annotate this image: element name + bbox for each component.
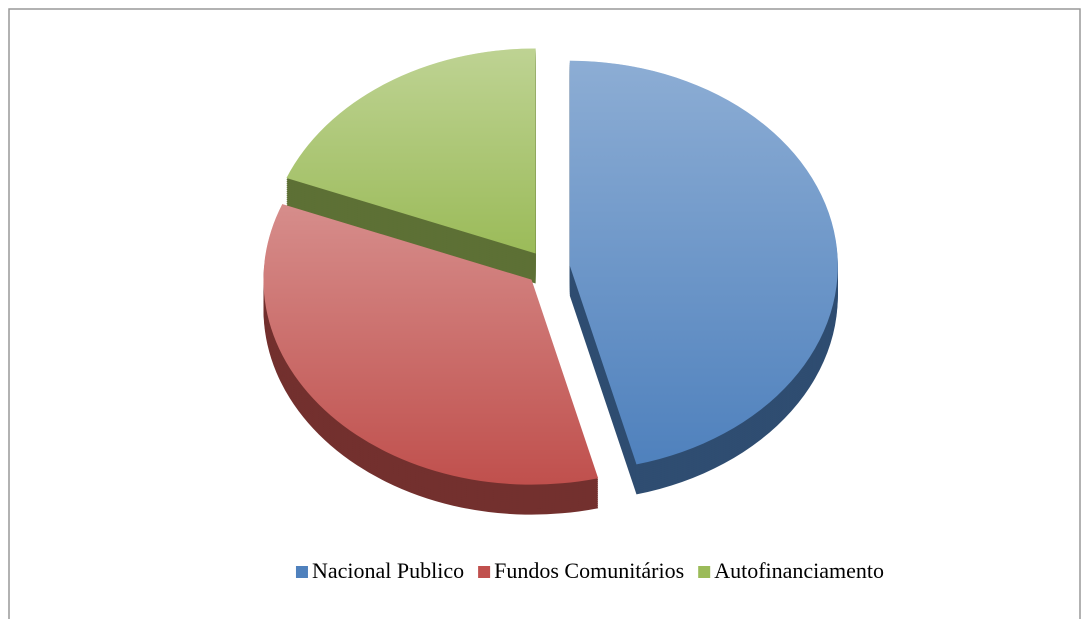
- legend-swatch: [295, 566, 308, 578]
- pie-slice-highlight: [286, 48, 536, 254]
- pie: [263, 48, 838, 515]
- pie-slice-highlight: [569, 60, 838, 465]
- legend-label: Autofinanciamento: [714, 558, 884, 583]
- legend-label: Nacional Publico: [312, 558, 464, 583]
- legend-swatch: [478, 566, 491, 578]
- legend-label: Fundos Comunitários: [494, 558, 684, 583]
- pie-slice-highlight: [263, 204, 599, 485]
- legend: Nacional Publico Fundos Comunitários Autof…: [295, 558, 884, 583]
- legend-swatch: [698, 566, 711, 578]
- chart-frame: [8, 8, 1081, 619]
